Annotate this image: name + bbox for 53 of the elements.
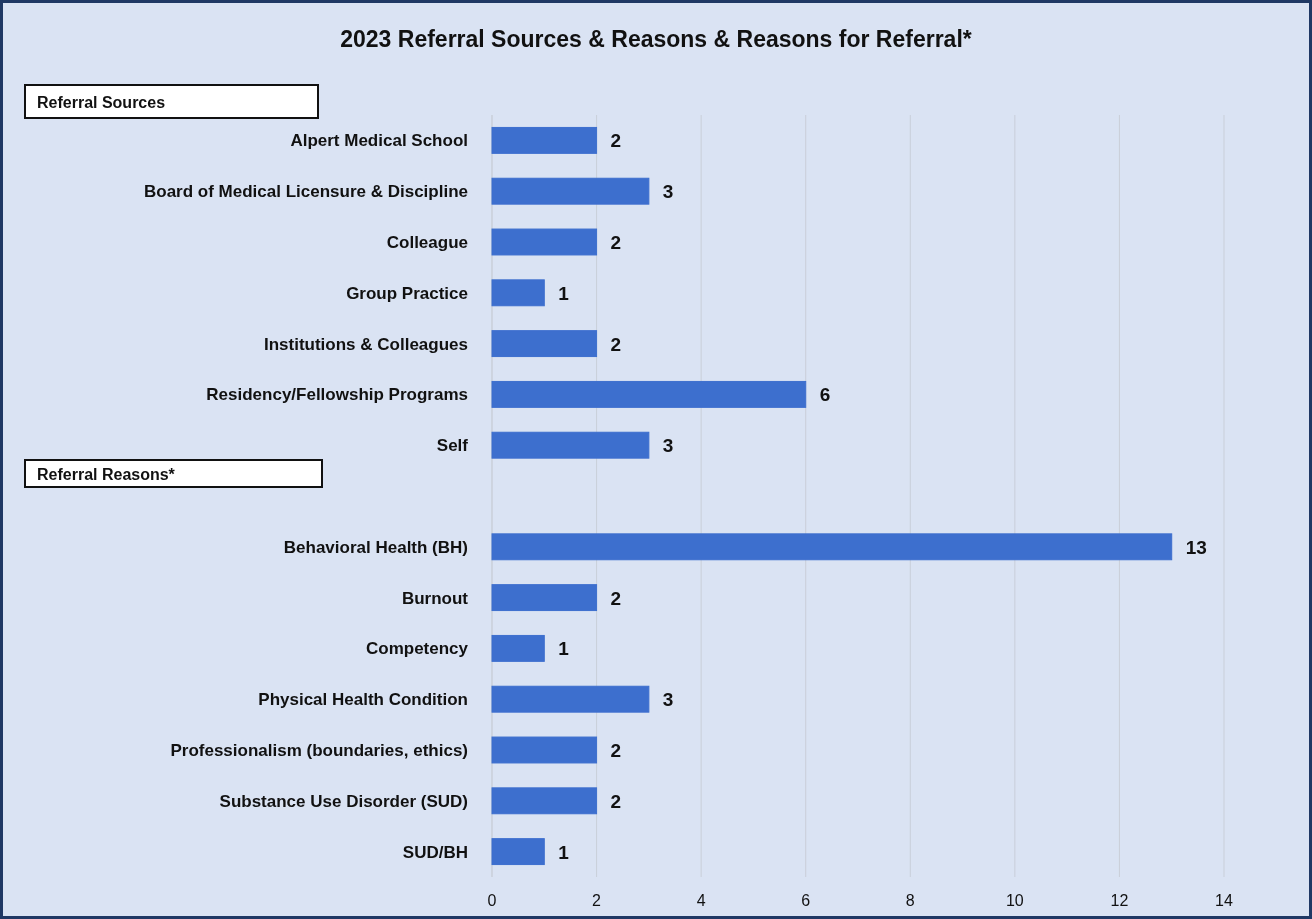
x-tick-label: 0 bbox=[487, 892, 497, 909]
x-tick-label: 12 bbox=[1110, 892, 1129, 909]
bar bbox=[491, 533, 1173, 561]
bar bbox=[491, 330, 598, 358]
bar bbox=[491, 685, 650, 713]
x-tick-label: 2 bbox=[592, 892, 602, 909]
data-label: 3 bbox=[662, 435, 674, 457]
data-label: 2 bbox=[610, 740, 622, 761]
y-tick-label: Colleague bbox=[386, 233, 468, 252]
x-tick-label: 4 bbox=[696, 892, 706, 909]
data-label: 1 bbox=[558, 282, 570, 304]
bar bbox=[491, 431, 650, 459]
y-tick-label: Competency bbox=[365, 639, 469, 659]
bar bbox=[491, 380, 807, 408]
x-tick-label: 14 bbox=[1215, 892, 1233, 909]
x-tick-label: 10 bbox=[1005, 892, 1024, 909]
y-tick-label: Board of Medical Licensure & Discipline bbox=[143, 182, 468, 202]
data-label: 1 bbox=[558, 841, 570, 863]
y-tick-label: Behavioral Health (BH) bbox=[283, 537, 468, 557]
y-tick-label: Burnout bbox=[401, 588, 469, 608]
bar bbox=[491, 177, 650, 205]
y-tick-label: Institutions & Colleagues bbox=[263, 334, 468, 354]
y-tick-label: Residency/Fellowship Programs bbox=[206, 385, 468, 405]
y-tick-label: Professionalism (boundaries, ethics) bbox=[170, 741, 468, 760]
bar bbox=[491, 736, 598, 764]
bar bbox=[491, 584, 598, 612]
data-label: 2 bbox=[610, 587, 622, 609]
bar bbox=[491, 228, 598, 256]
bar bbox=[491, 279, 545, 307]
y-tick-label: Self bbox=[436, 436, 469, 456]
bar bbox=[491, 787, 598, 815]
data-label: 6 bbox=[819, 384, 831, 406]
data-label: 2 bbox=[610, 232, 622, 253]
y-tick-label: Group Practice bbox=[346, 283, 468, 303]
y-tick-label: Physical Health Condition bbox=[258, 690, 468, 710]
bar bbox=[491, 634, 545, 662]
y-tick-label: SUD/BH bbox=[402, 842, 468, 862]
y-tick-label: Substance Use Disorder (SUD) bbox=[219, 791, 468, 811]
bar bbox=[491, 838, 545, 866]
data-label: 1 bbox=[558, 638, 570, 660]
data-label: 13 bbox=[1185, 536, 1207, 558]
chart-title: 2023 Referral Sources & Reasons & Reasons for Referral* bbox=[340, 26, 972, 52]
data-label: 2 bbox=[610, 333, 622, 355]
x-tick-label: 6 bbox=[801, 892, 811, 909]
data-label: 2 bbox=[610, 130, 622, 152]
x-tick-label: 8 bbox=[905, 892, 915, 909]
text: Referral Reasons* bbox=[37, 465, 176, 483]
data-label: 3 bbox=[662, 181, 674, 203]
data-label: 2 bbox=[610, 790, 622, 812]
bar bbox=[491, 126, 598, 154]
data-label: 3 bbox=[662, 689, 674, 711]
text: Referral Sources bbox=[37, 93, 166, 111]
y-tick-label: Alpert Medical School bbox=[290, 131, 468, 151]
